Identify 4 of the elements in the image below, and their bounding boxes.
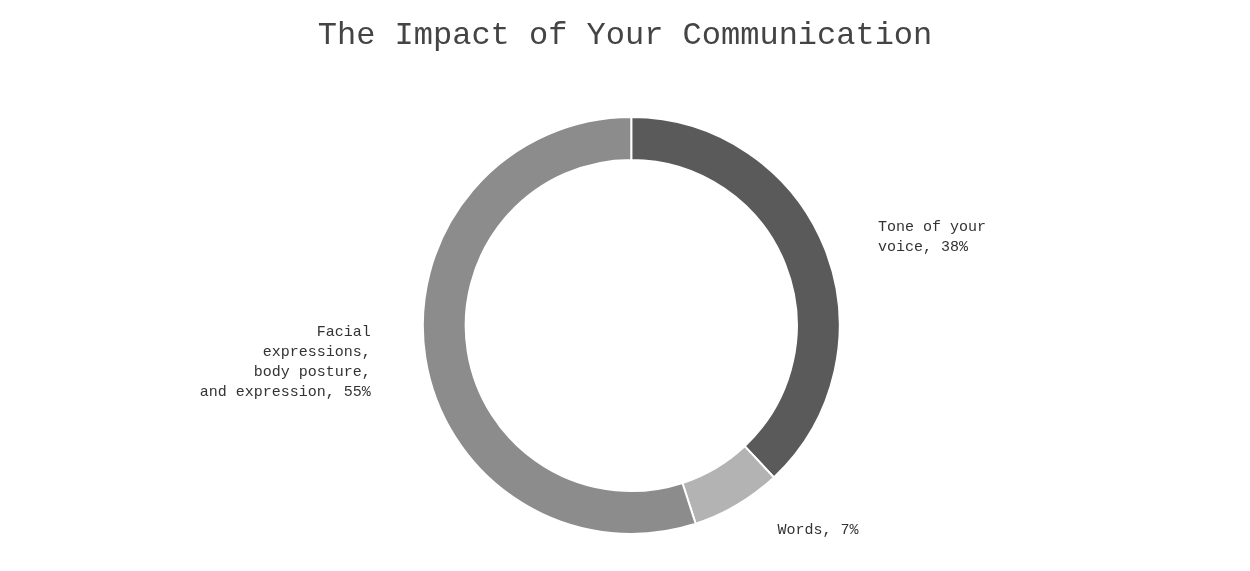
slice-label: Facial expressions, body posture, and expression, 55% <box>199 324 372 402</box>
slice-label: Words, 7% <box>777 522 860 540</box>
slice-label: Tone of your voice, 38% <box>877 219 986 257</box>
chart-title: The Impact of Your Communication <box>317 16 933 54</box>
